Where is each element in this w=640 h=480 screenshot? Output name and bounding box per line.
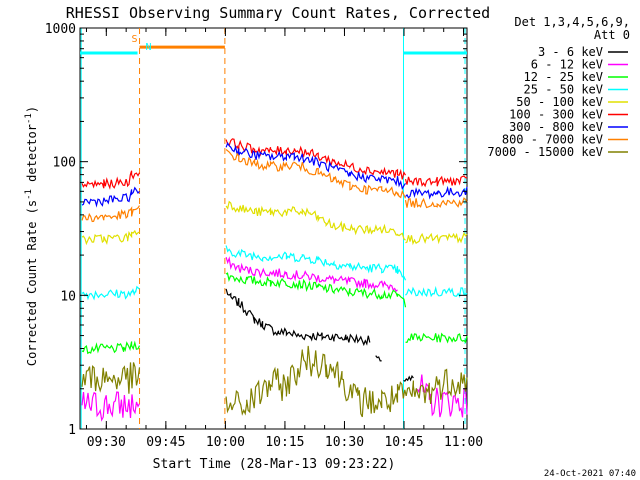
y-tick-label: 1 xyxy=(68,423,76,438)
legend-header-line-1: Det 1,3,4,5,6,9, xyxy=(514,15,630,29)
x-tick-label: 09:30 xyxy=(87,435,126,450)
series-line xyxy=(404,175,468,188)
plot-frame xyxy=(79,27,468,430)
series-line xyxy=(225,138,407,180)
series-line xyxy=(225,256,398,293)
legend-header-line-2: Att 0 xyxy=(594,28,630,42)
legend-label: 12 - 25 keV xyxy=(524,70,603,84)
legend-label: 6 - 12 keV xyxy=(531,58,603,72)
series-line xyxy=(404,197,468,209)
flag-marker: S xyxy=(132,34,138,45)
x-tick-label: 10:30 xyxy=(325,435,364,450)
y-tick-label: 10 xyxy=(60,289,76,304)
series-line xyxy=(81,391,141,422)
legend-label: 7000 - 15000 keV xyxy=(487,145,603,159)
series-line xyxy=(405,285,468,298)
y-tick-label: 100 xyxy=(53,156,76,171)
series-line xyxy=(225,141,406,191)
y-axis-label: Corrected Count Rate (s-1 detector-1) xyxy=(24,106,39,366)
series-line xyxy=(81,186,140,208)
legend-label: 3 - 6 keV xyxy=(538,45,603,59)
legend-label: 100 - 300 keV xyxy=(509,108,603,122)
series-line xyxy=(405,232,468,246)
series-line xyxy=(416,374,468,418)
plot-area: SN xyxy=(80,28,468,429)
series-line xyxy=(375,355,382,362)
series-line xyxy=(81,362,141,394)
series-line xyxy=(225,200,406,241)
x-tick-label: 09:45 xyxy=(146,435,185,450)
y-tick-label: 1000 xyxy=(45,22,76,37)
x-axis: 09:30 09:45 10:00 10:15 10:30 10:45 11:00 xyxy=(85,28,483,450)
x-tick-label: 10:00 xyxy=(206,435,245,450)
series-line xyxy=(405,185,468,200)
legend-label: 25 - 50 keV xyxy=(524,83,603,97)
footer-date: 24-Oct-2021 07:40 xyxy=(544,469,636,479)
series-line xyxy=(81,170,141,190)
series-line xyxy=(403,374,414,382)
series-line xyxy=(81,229,140,246)
chart-title: RHESSI Observing Summary Count Rates, Co… xyxy=(66,4,490,22)
series-line xyxy=(225,245,407,281)
series-line xyxy=(81,205,141,223)
legend-label: 50 - 100 keV xyxy=(516,95,603,109)
flag-marker: N xyxy=(146,42,152,53)
x-tick-label: 10:45 xyxy=(384,435,423,450)
x-axis-label: Start Time (28-Mar-13 09:23:22) xyxy=(153,457,396,472)
x-tick-label: 11:00 xyxy=(444,435,483,450)
series-line xyxy=(225,345,468,418)
series-line xyxy=(81,340,141,355)
series-line xyxy=(81,285,140,301)
legend-label: 300 - 800 keV xyxy=(509,120,603,134)
series-line xyxy=(405,332,468,344)
x-tick-label: 10:15 xyxy=(265,435,304,450)
legend-label: 800 - 7000 keV xyxy=(502,133,603,147)
series-line xyxy=(225,149,407,199)
series-line xyxy=(225,288,371,347)
series-line xyxy=(225,272,407,308)
